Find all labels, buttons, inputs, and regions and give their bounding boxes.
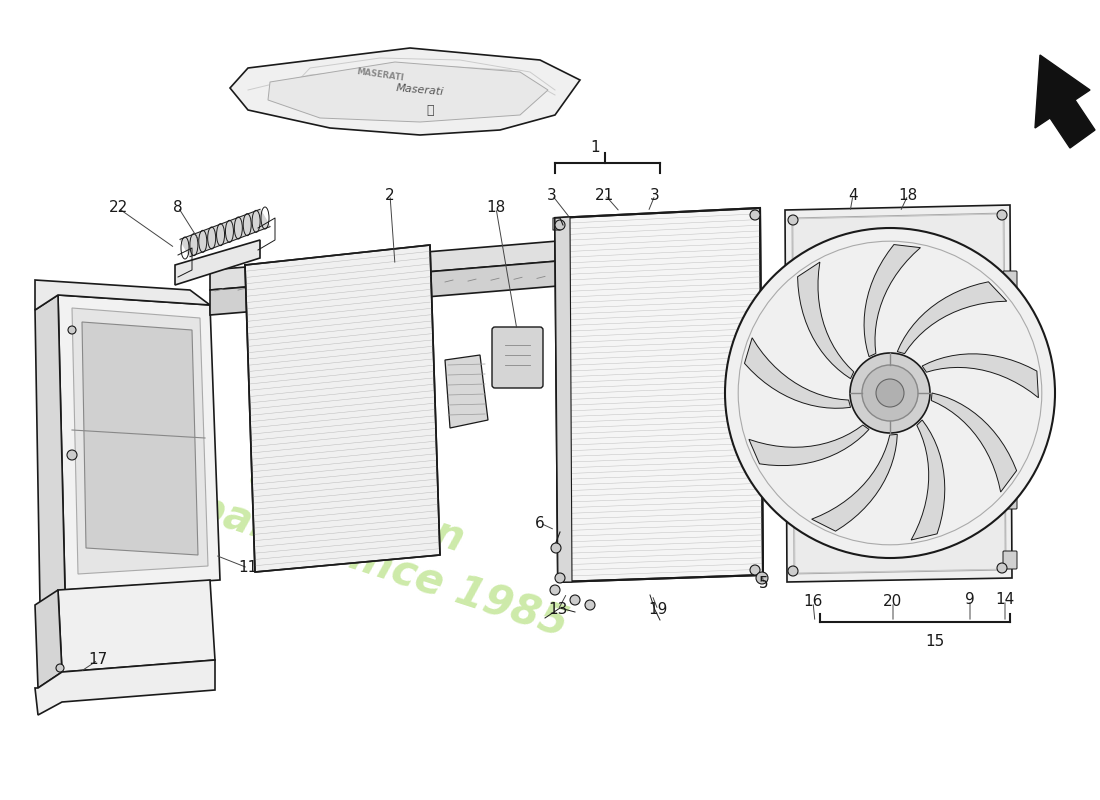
Polygon shape — [749, 425, 869, 466]
Polygon shape — [268, 62, 548, 122]
Polygon shape — [922, 354, 1038, 398]
Polygon shape — [210, 255, 630, 315]
Text: 6: 6 — [535, 515, 544, 530]
FancyBboxPatch shape — [1003, 271, 1018, 289]
Text: 14: 14 — [996, 593, 1014, 607]
FancyBboxPatch shape — [1003, 331, 1018, 349]
Text: 8: 8 — [173, 199, 183, 214]
Text: a passion
for parts since 1985: a passion for parts since 1985 — [112, 414, 588, 646]
Polygon shape — [798, 262, 854, 378]
Text: 17: 17 — [88, 653, 108, 667]
Circle shape — [756, 572, 768, 584]
Text: 18: 18 — [486, 201, 506, 215]
Polygon shape — [745, 338, 850, 408]
Polygon shape — [446, 355, 488, 428]
Circle shape — [788, 566, 798, 576]
Text: MASERATI: MASERATI — [355, 67, 404, 82]
Text: 5: 5 — [759, 577, 769, 591]
Circle shape — [750, 565, 760, 575]
Polygon shape — [35, 660, 214, 715]
Circle shape — [585, 600, 595, 610]
Polygon shape — [58, 580, 214, 672]
Circle shape — [850, 353, 930, 433]
Polygon shape — [1006, 350, 1020, 362]
Polygon shape — [793, 214, 1005, 573]
Text: 22: 22 — [109, 201, 128, 215]
Polygon shape — [1006, 460, 1020, 472]
Circle shape — [862, 365, 918, 421]
Text: 11: 11 — [239, 561, 257, 575]
Text: 9: 9 — [965, 593, 975, 607]
Polygon shape — [785, 205, 1012, 582]
Text: 16: 16 — [803, 594, 823, 610]
Polygon shape — [932, 393, 1016, 492]
FancyBboxPatch shape — [492, 327, 543, 388]
Polygon shape — [35, 295, 65, 605]
Circle shape — [876, 379, 904, 407]
Polygon shape — [58, 295, 220, 590]
Polygon shape — [230, 48, 580, 135]
Polygon shape — [864, 245, 921, 357]
Circle shape — [750, 210, 760, 220]
Text: 19: 19 — [648, 602, 668, 618]
Text: 15: 15 — [925, 634, 945, 650]
Polygon shape — [1035, 55, 1094, 148]
Polygon shape — [180, 210, 270, 257]
Polygon shape — [72, 308, 208, 574]
Polygon shape — [82, 322, 198, 555]
Circle shape — [556, 220, 565, 230]
Polygon shape — [35, 280, 210, 310]
FancyBboxPatch shape — [1003, 551, 1018, 569]
Circle shape — [551, 543, 561, 553]
Polygon shape — [911, 420, 945, 540]
Text: 2: 2 — [385, 187, 395, 202]
Text: 21: 21 — [595, 187, 615, 202]
Circle shape — [997, 210, 1006, 220]
FancyBboxPatch shape — [1003, 491, 1018, 509]
Circle shape — [997, 563, 1006, 573]
Text: 3: 3 — [547, 187, 557, 202]
Circle shape — [556, 573, 565, 583]
Circle shape — [56, 664, 64, 672]
Text: 4: 4 — [848, 187, 858, 202]
Circle shape — [67, 450, 77, 460]
Polygon shape — [792, 213, 1006, 574]
Text: 𝗠: 𝗠 — [427, 103, 433, 117]
Text: 3: 3 — [650, 187, 660, 202]
Circle shape — [550, 585, 560, 595]
FancyBboxPatch shape — [1003, 421, 1018, 439]
Text: Maserati: Maserati — [396, 83, 444, 97]
Text: 18: 18 — [899, 187, 917, 202]
Polygon shape — [898, 282, 1006, 354]
Text: 13: 13 — [548, 602, 568, 618]
Text: 20: 20 — [883, 594, 903, 610]
Polygon shape — [556, 208, 763, 582]
Circle shape — [788, 215, 798, 225]
Polygon shape — [35, 590, 62, 688]
Text: 1: 1 — [591, 141, 600, 155]
Polygon shape — [210, 235, 630, 290]
Circle shape — [725, 228, 1055, 558]
Polygon shape — [175, 240, 260, 285]
Polygon shape — [812, 434, 898, 531]
Circle shape — [68, 326, 76, 334]
Circle shape — [570, 595, 580, 605]
Polygon shape — [556, 217, 572, 582]
Polygon shape — [245, 245, 440, 572]
